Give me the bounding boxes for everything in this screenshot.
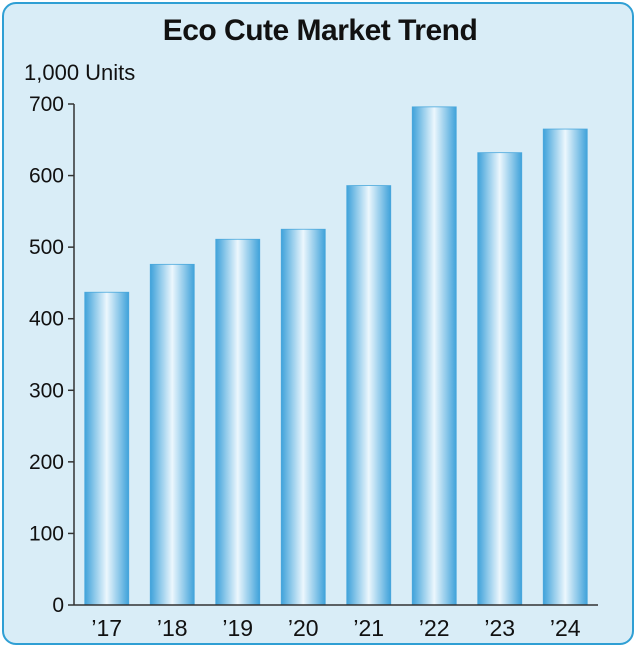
x-tick-label: ’20 bbox=[288, 615, 319, 641]
chart-title: Eco Cute Market Trend bbox=[162, 14, 478, 47]
bar-4 bbox=[346, 185, 392, 606]
x-tick-label: ’22 bbox=[419, 615, 450, 641]
y-tick-label: 0 bbox=[52, 594, 64, 617]
x-tick-label: ’23 bbox=[484, 615, 515, 641]
bar-6 bbox=[477, 152, 523, 606]
bar-0 bbox=[84, 291, 130, 606]
y-tick-label: 100 bbox=[29, 522, 64, 545]
bar-7 bbox=[542, 128, 588, 606]
x-tick-label: ’21 bbox=[353, 615, 384, 641]
bar-5 bbox=[411, 106, 457, 606]
bar-2 bbox=[215, 238, 261, 606]
y-tick-label: 700 bbox=[29, 93, 64, 116]
y-tick-label: 400 bbox=[29, 308, 64, 331]
bar-1 bbox=[149, 263, 195, 606]
y-tick-label: 300 bbox=[29, 379, 64, 402]
x-tick-label: ’24 bbox=[550, 615, 581, 641]
x-tick-label: ’19 bbox=[222, 615, 253, 641]
y-axis: 0 100 200 300 400 500 600 700 bbox=[29, 93, 75, 617]
y-tick-label: 200 bbox=[29, 451, 64, 474]
y-tick-label: 600 bbox=[29, 165, 64, 188]
y-axis-unit-label: 1,000 Units bbox=[24, 60, 136, 85]
x-axis: ’17 ’18 ’19 ’20 ’21 ’22 ’23 ’24 bbox=[74, 604, 598, 641]
x-tick-label: ’18 bbox=[157, 615, 188, 641]
bar-3 bbox=[280, 228, 326, 606]
bars-group bbox=[84, 106, 588, 606]
y-tick-label: 500 bbox=[29, 236, 64, 259]
x-tick-label: ’17 bbox=[91, 615, 122, 641]
